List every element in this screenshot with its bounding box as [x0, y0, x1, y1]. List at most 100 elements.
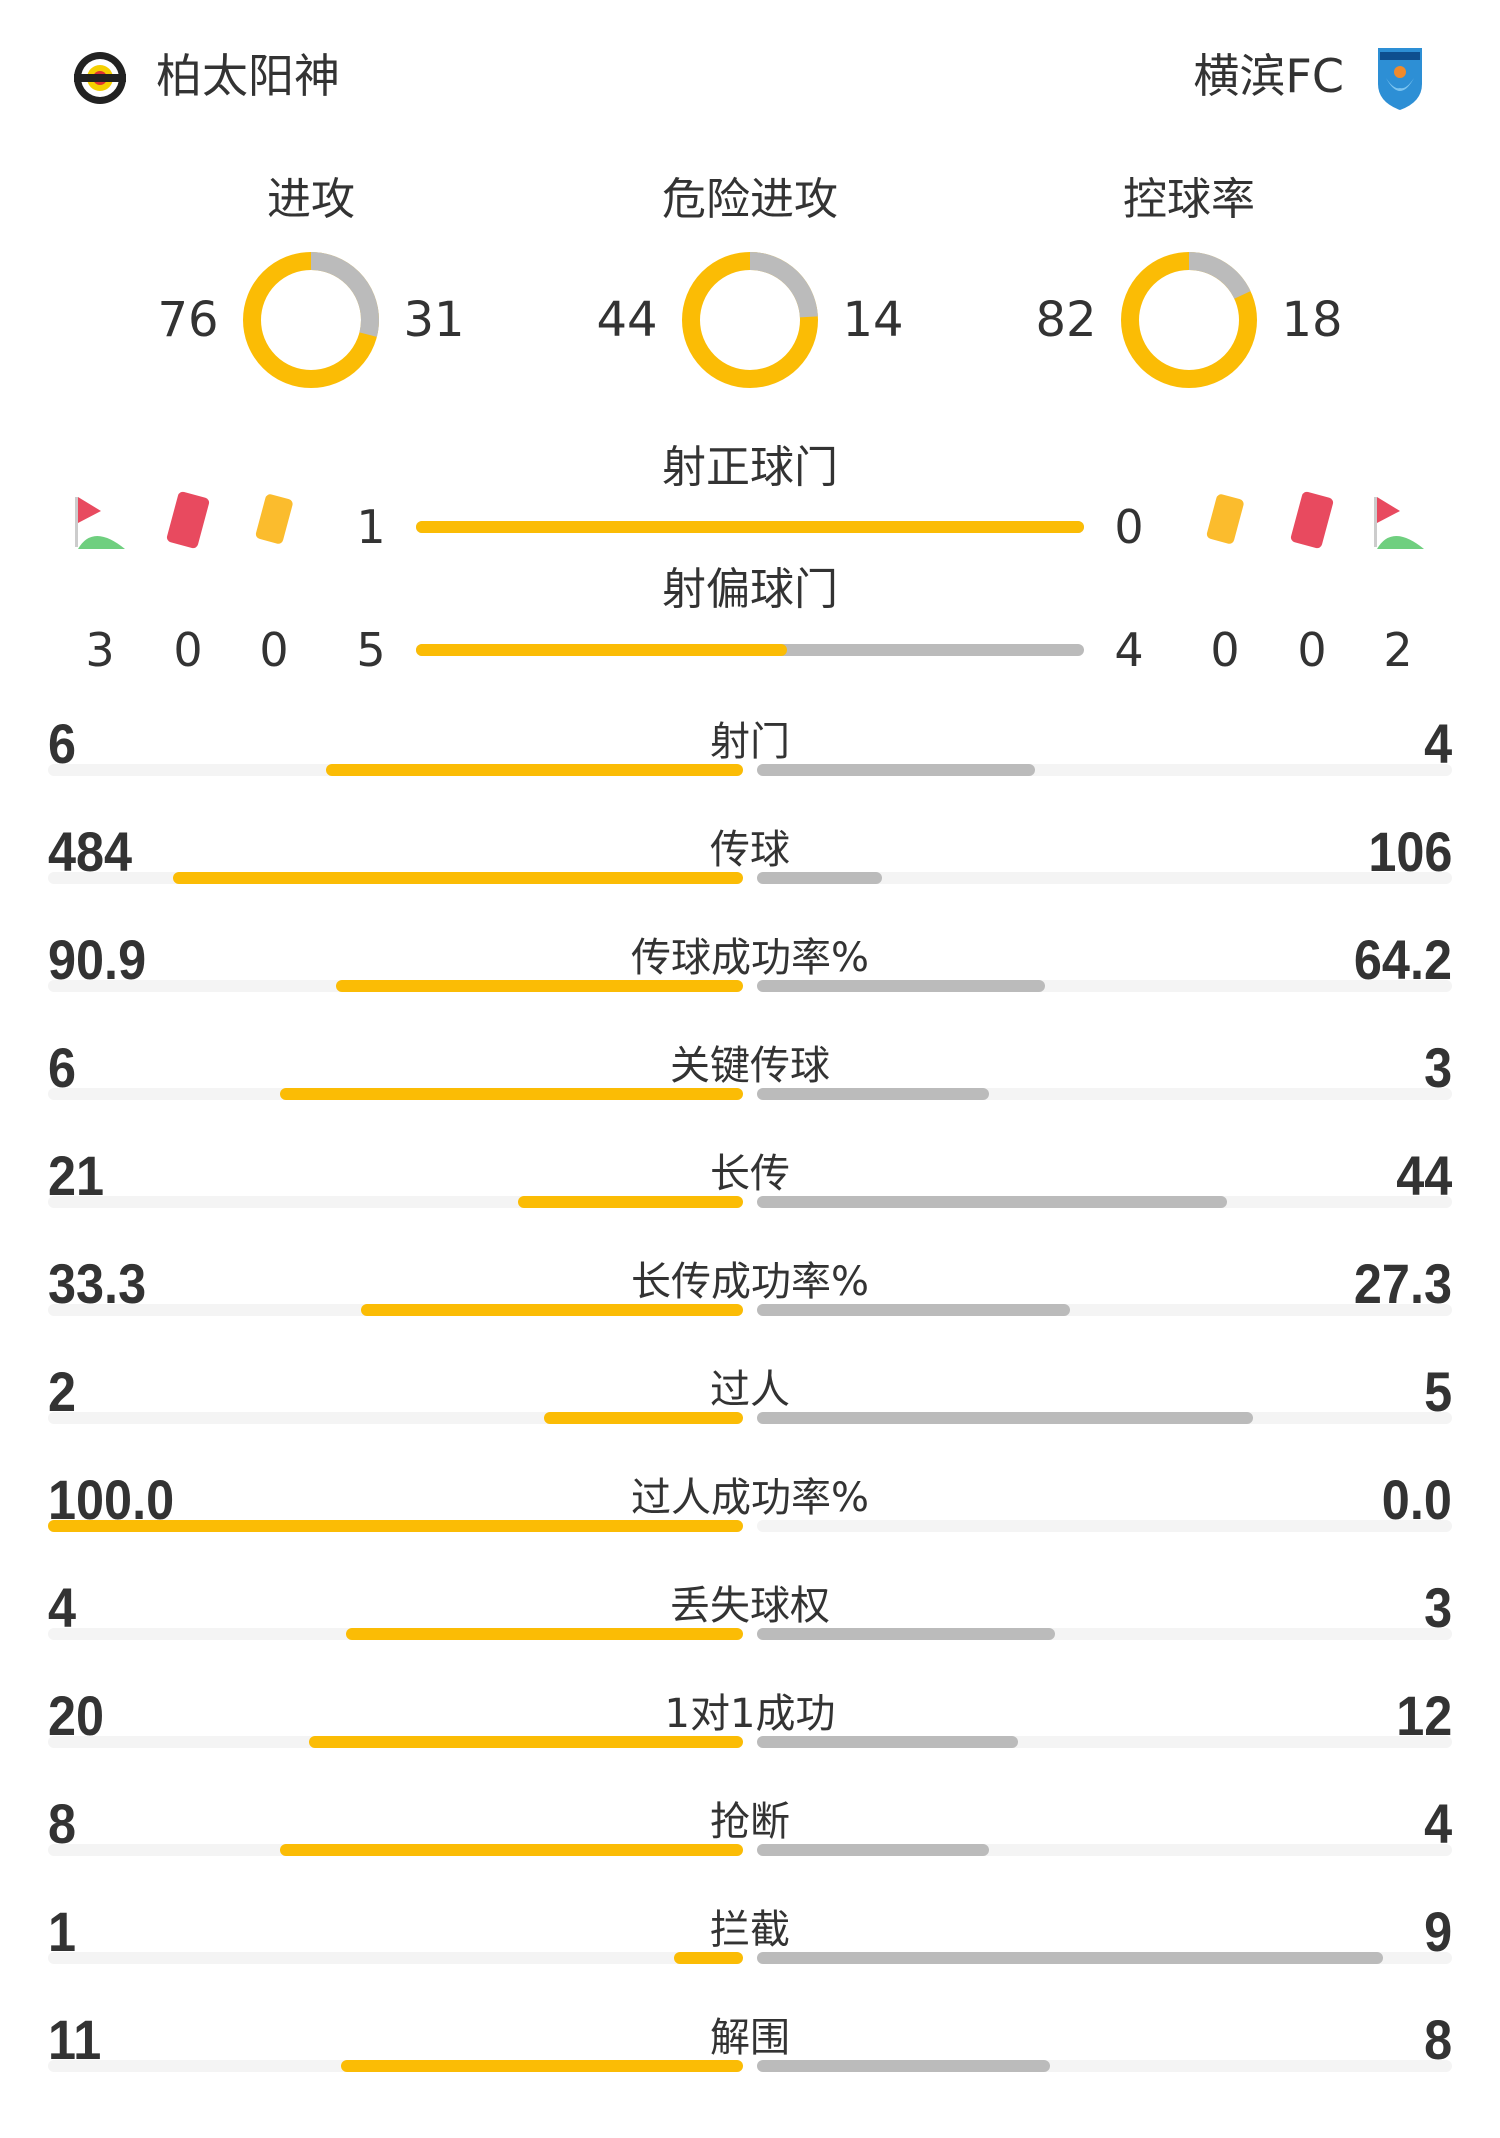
stat-label: 1对1成功 — [664, 1691, 836, 1737]
stat-home-track — [48, 1196, 743, 1208]
home-shots-off-target: 5 — [356, 623, 386, 677]
stat-away-track — [757, 1736, 1452, 1748]
away-corner-flag-icon — [1372, 495, 1428, 555]
home-shots-on-target: 1 — [356, 500, 386, 554]
donut-home-value: 76 — [157, 292, 219, 348]
shots-off-target-home-fill — [416, 644, 788, 656]
away-shots-off-target: 4 — [1114, 623, 1144, 677]
stat-home-track — [48, 2060, 743, 2072]
stat-label: 抢断 — [710, 1799, 790, 1845]
home-corners: 3 — [85, 623, 115, 677]
stat-home-track — [48, 1520, 743, 1532]
stat-away-bar — [757, 872, 882, 884]
away-yellow-card-icon — [1199, 490, 1251, 556]
stat-home-track — [48, 1304, 743, 1316]
stat-away-bar — [757, 1952, 1383, 1964]
stat-home-bar — [326, 764, 743, 776]
stat-label: 射门 — [710, 719, 790, 765]
stat-away-bar — [757, 980, 1045, 992]
stat-home-bar — [673, 1952, 743, 1964]
away-yellow-cards: 0 — [1210, 623, 1240, 677]
stat-home-bar — [340, 2060, 743, 2072]
stat-away-track — [757, 980, 1452, 992]
shots-off-target-title: 射偏球门 — [662, 564, 838, 615]
donut-away-arc — [682, 252, 818, 388]
stat-away-track — [757, 1520, 1452, 1532]
donut-title: 危险进攻 — [662, 174, 838, 225]
stat-home-bar — [279, 1844, 743, 1856]
stat-away-bar — [757, 2060, 1050, 2072]
donut-chart — [243, 252, 379, 388]
stat-away-bar — [757, 1196, 1228, 1208]
stat-away-bar — [757, 1628, 1055, 1640]
stat-away-track — [757, 1196, 1452, 1208]
stat-row: 6 射门 4 — [0, 712, 1500, 820]
donut-home-value: 44 — [596, 292, 658, 348]
away-corners: 2 — [1383, 623, 1413, 677]
stat-label: 传球成功率% — [630, 935, 869, 981]
stat-label: 丢失球权 — [670, 1583, 830, 1629]
stat-label: 过人 — [710, 1367, 790, 1413]
stat-away-track — [757, 1412, 1452, 1424]
shots-off-target-bar — [416, 644, 1084, 656]
stat-home-bar — [172, 872, 743, 884]
away-red-cards: 0 — [1297, 623, 1327, 677]
stat-home-bar — [544, 1412, 743, 1424]
stat-away-track — [757, 1844, 1452, 1856]
away-logo — [1374, 44, 1426, 112]
stat-away-bar — [757, 764, 1035, 776]
stat-row: 8 抢断 4 — [0, 1792, 1500, 1900]
stat-label: 长传 — [710, 1151, 790, 1197]
donut-title: 进攻 — [267, 174, 355, 225]
donut-home-value: 82 — [1035, 292, 1097, 348]
stat-away-track — [757, 872, 1452, 884]
home-logo — [72, 50, 128, 106]
stat-label: 传球 — [710, 827, 790, 873]
donut-title: 控球率 — [1123, 174, 1255, 225]
stat-label: 过人成功率% — [630, 1475, 869, 1521]
stat-row: 90.9 传球成功率% 64.2 — [0, 928, 1500, 1036]
stat-label: 长传成功率% — [630, 1259, 869, 1305]
stat-row: 20 1对1成功 12 — [0, 1684, 1500, 1792]
donut-chart — [1121, 252, 1257, 388]
stat-away-bar — [757, 1412, 1254, 1424]
stat-home-bar — [308, 1736, 743, 1748]
stat-home-track — [48, 1412, 743, 1424]
stat-row: 1 拦截 9 — [0, 1900, 1500, 2008]
stat-home-bar — [279, 1088, 743, 1100]
stat-home-track — [48, 1628, 743, 1640]
donut-away-value: 14 — [842, 292, 904, 348]
away-shots-on-target: 0 — [1114, 500, 1144, 554]
stat-away-track — [757, 1628, 1452, 1640]
home-team-name: 柏太阳神 — [156, 49, 340, 103]
away-red-card-icon — [1286, 490, 1338, 556]
stat-home-track — [48, 1952, 743, 1964]
stat-home-track — [48, 764, 743, 776]
stat-away-bar — [757, 1304, 1071, 1316]
donut-chart — [682, 252, 818, 388]
home-corner-flag-icon — [73, 495, 129, 555]
home-yellow-card-icon — [248, 490, 300, 556]
stat-home-bar — [361, 1304, 743, 1316]
stat-row: 100.0 过人成功率% 0.0 — [0, 1468, 1500, 1576]
stat-home-bar — [335, 980, 743, 992]
home-red-card-icon — [162, 490, 214, 556]
stat-away-track — [757, 1952, 1452, 1964]
stat-away-track — [757, 1304, 1452, 1316]
stat-away-bar — [757, 1736, 1018, 1748]
stat-row: 2 过人 5 — [0, 1360, 1500, 1468]
stat-row: 33.3 长传成功率% 27.3 — [0, 1252, 1500, 1360]
stat-home-track — [48, 1736, 743, 1748]
stat-home-track — [48, 872, 743, 884]
stat-home-bar — [48, 1520, 743, 1532]
stat-row: 11 解围 8 — [0, 2008, 1500, 2116]
stat-home-bar — [345, 1628, 743, 1640]
stat-away-track — [757, 2060, 1452, 2072]
stat-label: 解围 — [710, 2015, 790, 2061]
stat-away-track — [757, 764, 1452, 776]
stat-home-track — [48, 1088, 743, 1100]
donut-away-value: 18 — [1281, 292, 1343, 348]
home-red-cards: 0 — [173, 623, 203, 677]
stat-label: 拦截 — [710, 1907, 790, 1953]
stat-away-bar — [757, 1088, 989, 1100]
